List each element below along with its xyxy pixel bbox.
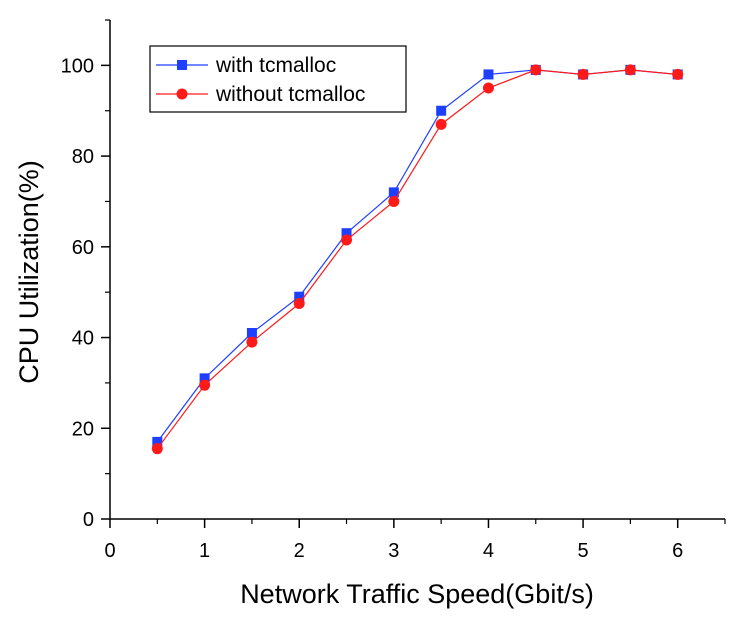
- data-point-circle: [151, 443, 163, 455]
- data-point-square: [294, 291, 305, 302]
- series-without-tcmalloc: [151, 64, 684, 455]
- data-point-square: [436, 105, 447, 116]
- data-point-circle: [672, 68, 684, 80]
- x-tick-label: 1: [199, 540, 210, 562]
- legend-box: [149, 45, 407, 113]
- data-point-circle: [530, 64, 542, 76]
- x-tick-label: 0: [104, 540, 115, 562]
- legend-item: with tcmalloc: [156, 54, 336, 77]
- data-point-circle: [388, 195, 400, 207]
- data-point-circle: [246, 336, 258, 348]
- data-point-square: [388, 187, 399, 198]
- data-point-circle: [577, 68, 589, 80]
- x-tick-label: 2: [294, 540, 305, 562]
- y-tick-label: 80: [72, 146, 94, 168]
- data-point-circle: [482, 82, 494, 94]
- data-point-circle: [341, 234, 353, 246]
- data-point-square: [152, 436, 163, 447]
- x-tick-label: 3: [388, 540, 399, 562]
- data-point-circle: [293, 298, 305, 310]
- data-point-circle: [199, 379, 211, 391]
- legend-marker-square: [177, 60, 187, 70]
- axis-ticks: [101, 19, 726, 528]
- plot-frame: [109, 20, 725, 520]
- legend: with tcmalloc without tcmalloc: [149, 45, 407, 113]
- data-point-square: [483, 69, 494, 80]
- x-axis-title: Network Traffic Speed(Gbit/s): [240, 579, 594, 609]
- y-tick-label: 40: [72, 328, 94, 350]
- x-tick-label: 4: [483, 540, 494, 562]
- y-tick-label: 20: [72, 418, 94, 440]
- series-group: [151, 64, 684, 455]
- data-point-square: [341, 228, 352, 239]
- legend-label: with tcmalloc: [215, 54, 336, 77]
- data-point-circle: [624, 64, 636, 76]
- data-point-square: [246, 328, 257, 339]
- data-point-square: [199, 373, 210, 384]
- y-tick-label: 0: [83, 509, 94, 531]
- y-tick-label: 60: [72, 237, 94, 259]
- data-point-circle: [435, 118, 447, 130]
- legend-item: without tcmalloc: [156, 83, 365, 106]
- legend-marker-circle: [176, 88, 188, 100]
- y-axis-title: CPU Utilization(%): [14, 160, 44, 384]
- series-line: [156, 69, 678, 450]
- series-with-tcmalloc: [152, 64, 683, 447]
- x-tick-label: 6: [672, 540, 683, 562]
- y-tick-label: 100: [61, 55, 94, 77]
- x-tick-label: 5: [578, 540, 589, 562]
- series-line: [156, 69, 678, 443]
- legend-label: without tcmalloc: [215, 83, 365, 106]
